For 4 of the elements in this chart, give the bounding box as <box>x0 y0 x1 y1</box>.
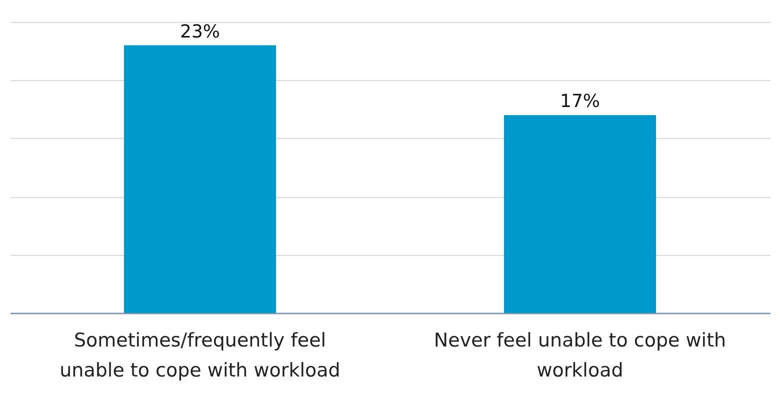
x-tick-label: Never feel unable to cope with workload <box>434 330 726 382</box>
data-label: 23% <box>180 21 220 42</box>
data-label: 17% <box>560 91 600 112</box>
x-tick-label: Sometimes/frequently feel unable to cope with workload <box>60 330 340 382</box>
